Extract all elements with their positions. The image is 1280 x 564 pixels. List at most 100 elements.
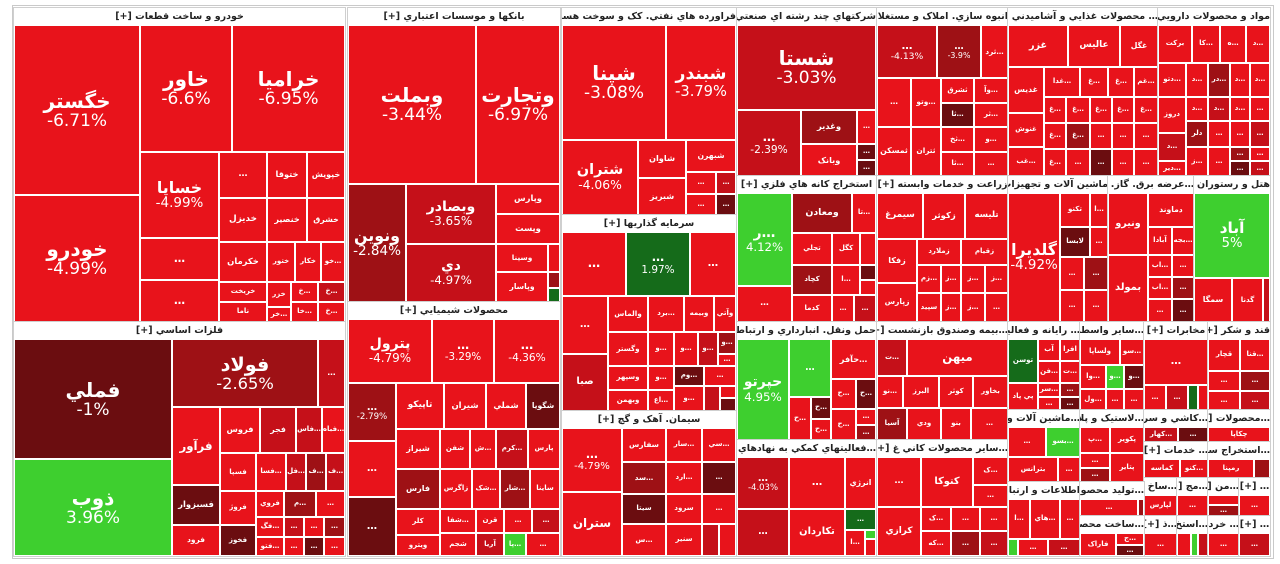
treemap-tile[interactable]: کتوکا (921, 457, 973, 507)
treemap-tile[interactable]: … (316, 491, 345, 517)
treemap-tile[interactable]: پارس (528, 429, 560, 469)
treemap-tile[interactable]: … (1177, 495, 1208, 516)
treemap-tile[interactable]: سفارس (622, 428, 666, 462)
treemap-tile[interactable]: …فن (1038, 361, 1060, 383)
treemap-tile[interactable]: فرود (172, 525, 220, 556)
treemap-tile[interactable]: …دير (1158, 161, 1186, 176)
treemap-tile[interactable]: فملي -1% (14, 339, 172, 459)
treemap-tile[interactable]: …ا (1090, 193, 1108, 227)
treemap-tile[interactable]: قچار (1208, 339, 1240, 371)
treemap-tile[interactable]: …ز (1186, 147, 1208, 176)
treemap-tile[interactable]: … (1178, 427, 1208, 442)
treemap-tile[interactable]: …غب (1008, 147, 1044, 176)
sector-header[interactable]: …ذ [+] (1144, 516, 1177, 533)
treemap-tile[interactable]: سمگا (1194, 278, 1232, 322)
treemap-tile[interactable]: …غ (1108, 67, 1134, 97)
treemap-tile[interactable]: …ثا (941, 103, 974, 127)
treemap-tile[interactable]: … (832, 295, 854, 322)
treemap-tile[interactable]: … (304, 537, 324, 556)
treemap-tile[interactable]: خکرمان (219, 242, 267, 282)
treemap-tile[interactable]: …وم (674, 366, 704, 386)
treemap-tile[interactable]: … -4.79% (562, 428, 622, 492)
treemap-tile[interactable]: زقيام (961, 239, 1008, 265)
treemap-tile[interactable]: وپاسار (496, 272, 548, 302)
treemap-tile[interactable]: …ح (789, 397, 811, 440)
treemap-tile[interactable]: …پ (1080, 427, 1110, 453)
treemap-tile[interactable] (1138, 499, 1144, 516)
treemap-tile[interactable]: …که (921, 531, 951, 556)
treemap-tile[interactable]: …سو (1120, 339, 1144, 365)
treemap-tile[interactable]: … (1080, 468, 1110, 482)
sector-header[interactable]: شرکتهاي چند رشته اي صنعتي [+] (737, 8, 876, 25)
treemap-tile[interactable]: وسينا (496, 244, 548, 272)
sector-header[interactable]: ماشين آلات و تجهيزات [+] (1008, 176, 1108, 193)
treemap-tile[interactable]: …ف (326, 453, 345, 491)
sector-header[interactable]: … [+] (1239, 516, 1270, 533)
sector-header[interactable]: …ساخت محصو [+] (1080, 516, 1144, 533)
treemap-tile[interactable]: شپنا -3.08% (562, 25, 666, 140)
treemap-tile[interactable]: …هاي (1030, 499, 1060, 539)
treemap-tile[interactable]: ستران (562, 492, 622, 556)
treemap-tile[interactable]: … (304, 517, 324, 537)
treemap-tile[interactable]: …ا (832, 265, 860, 295)
treemap-tile[interactable]: کلر (396, 509, 440, 535)
treemap-tile[interactable] (865, 539, 876, 556)
treemap-tile[interactable]: آب (1038, 339, 1060, 361)
treemap-tile[interactable]: …ز (941, 265, 961, 293)
treemap-tile[interactable]: …و (974, 127, 1008, 152)
treemap-tile[interactable]: ناما (219, 302, 267, 322)
treemap-tile[interactable] (1177, 533, 1191, 556)
treemap-tile[interactable]: …ا (1008, 499, 1030, 539)
treemap-tile[interactable]: … (686, 172, 716, 194)
treemap-tile[interactable]: …غم (1134, 67, 1158, 97)
treemap-tile[interactable]: … (686, 194, 716, 215)
treemap-tile[interactable]: پکوير (1110, 427, 1144, 453)
treemap-tile[interactable]: …ح (856, 379, 876, 409)
treemap-tile[interactable]: خاور -6.6% (140, 25, 232, 152)
sector-header[interactable]: هتل و رستوران [+] (1194, 176, 1270, 193)
treemap-tile[interactable]: تجلي (792, 233, 832, 265)
treemap-tile[interactable]: … (1172, 299, 1194, 322)
treemap-tile[interactable]: … (845, 509, 876, 530)
treemap-tile[interactable]: کوثر (939, 376, 973, 408)
treemap-tile[interactable]: توسن (1008, 339, 1038, 383)
treemap-tile[interactable]: …سار (666, 428, 702, 462)
treemap-tile[interactable]: … (219, 152, 267, 198)
treemap-tile[interactable]: خساپا -4.99% (140, 152, 219, 238)
treemap-tile[interactable]: گلديرا -4.92% (1008, 193, 1060, 322)
treemap-tile[interactable]: خشرق (307, 198, 345, 242)
treemap-tile[interactable]: … (1066, 149, 1090, 176)
treemap-tile[interactable]: فروس (220, 407, 260, 453)
treemap-tile[interactable]: …فسا (256, 453, 286, 491)
treemap-tile[interactable]: … (690, 232, 736, 296)
treemap-tile[interactable]: بنو (941, 408, 971, 440)
treemap-tile[interactable]: …سر (1038, 383, 1060, 397)
treemap-tile[interactable]: خکار (295, 242, 321, 282)
sector-header[interactable]: …عرضه برق. گاز. بخارو [+] (1108, 176, 1194, 193)
treemap-tile[interactable]: … (1240, 371, 1270, 391)
treemap-tile[interactable]: …س (622, 524, 666, 556)
treemap-tile[interactable]: گدنا (1232, 278, 1263, 322)
sector-header[interactable]: محصولات شيميايي [+] (348, 302, 560, 319)
treemap-tile[interactable]: …وا (1080, 365, 1106, 389)
treemap-tile[interactable]: عاليس (1068, 25, 1120, 67)
treemap-tile[interactable] (548, 244, 560, 272)
sector-header[interactable]: …کاشي و سر [+] (1144, 410, 1208, 427)
treemap-tile[interactable]: …شفا (440, 509, 476, 533)
treemap-tile[interactable]: … (1080, 453, 1110, 468)
treemap-tile[interactable] (1254, 459, 1270, 478)
treemap-tile[interactable]: …خر (267, 307, 291, 322)
treemap-tile[interactable]: قرن (476, 509, 504, 533)
treemap-tile[interactable]: …د (1230, 97, 1250, 121)
treemap-tile[interactable]: لابسا (1060, 227, 1090, 257)
treemap-tile[interactable]: …م (284, 491, 316, 517)
treemap-tile[interactable]: … (1124, 389, 1144, 410)
treemap-tile[interactable]: … (1060, 290, 1084, 322)
treemap-tile[interactable]: … (1060, 397, 1080, 410)
treemap-tile[interactable] (860, 280, 876, 295)
sector-header[interactable]: مخابرات [+] (1144, 322, 1208, 339)
treemap-tile[interactable]: …د (1186, 97, 1208, 121)
treemap-tile[interactable]: … (1250, 147, 1270, 161)
treemap-tile[interactable]: …بجه (1172, 227, 1194, 255)
treemap-tile[interactable]: … (718, 354, 736, 366)
